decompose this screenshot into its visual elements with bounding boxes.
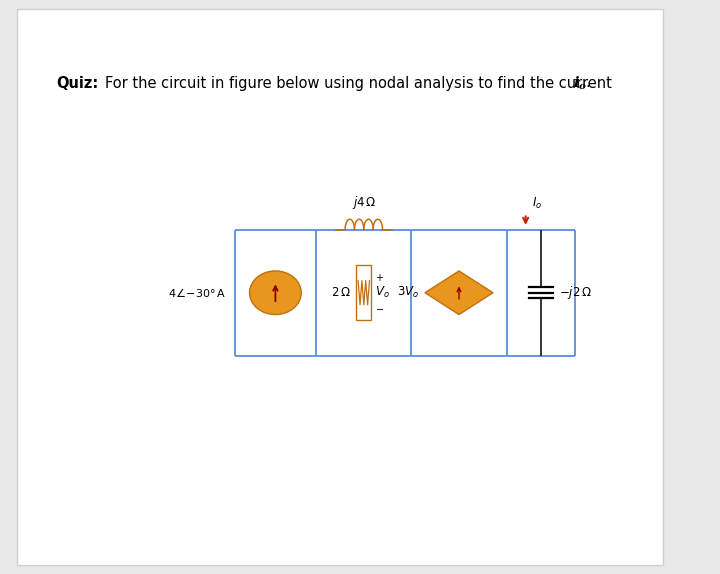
Polygon shape <box>425 271 493 315</box>
FancyBboxPatch shape <box>17 9 663 565</box>
Text: Quiz:: Quiz: <box>55 76 98 91</box>
Text: $2\,\Omega$: $2\,\Omega$ <box>331 286 351 299</box>
Text: $j4\,\Omega$: $j4\,\Omega$ <box>351 194 376 211</box>
Text: $I_o$: $I_o$ <box>533 196 543 211</box>
Text: $V_o$: $V_o$ <box>374 285 390 300</box>
Text: For the circuit in figure below using nodal analysis to find the current: For the circuit in figure below using no… <box>105 76 617 91</box>
Bar <box>356 265 372 320</box>
Text: $4\angle\!-\!30°\,$A: $4\angle\!-\!30°\,$A <box>168 286 227 299</box>
Text: $+$: $+$ <box>374 272 384 283</box>
Text: $3V_o$: $3V_o$ <box>397 285 420 300</box>
Text: $-$: $-$ <box>374 303 384 313</box>
Text: $\bfit{i}_o$.: $\bfit{i}_o$. <box>572 75 590 92</box>
Text: $-j2\,\Omega$: $-j2\,\Omega$ <box>559 284 593 301</box>
Circle shape <box>250 271 301 315</box>
